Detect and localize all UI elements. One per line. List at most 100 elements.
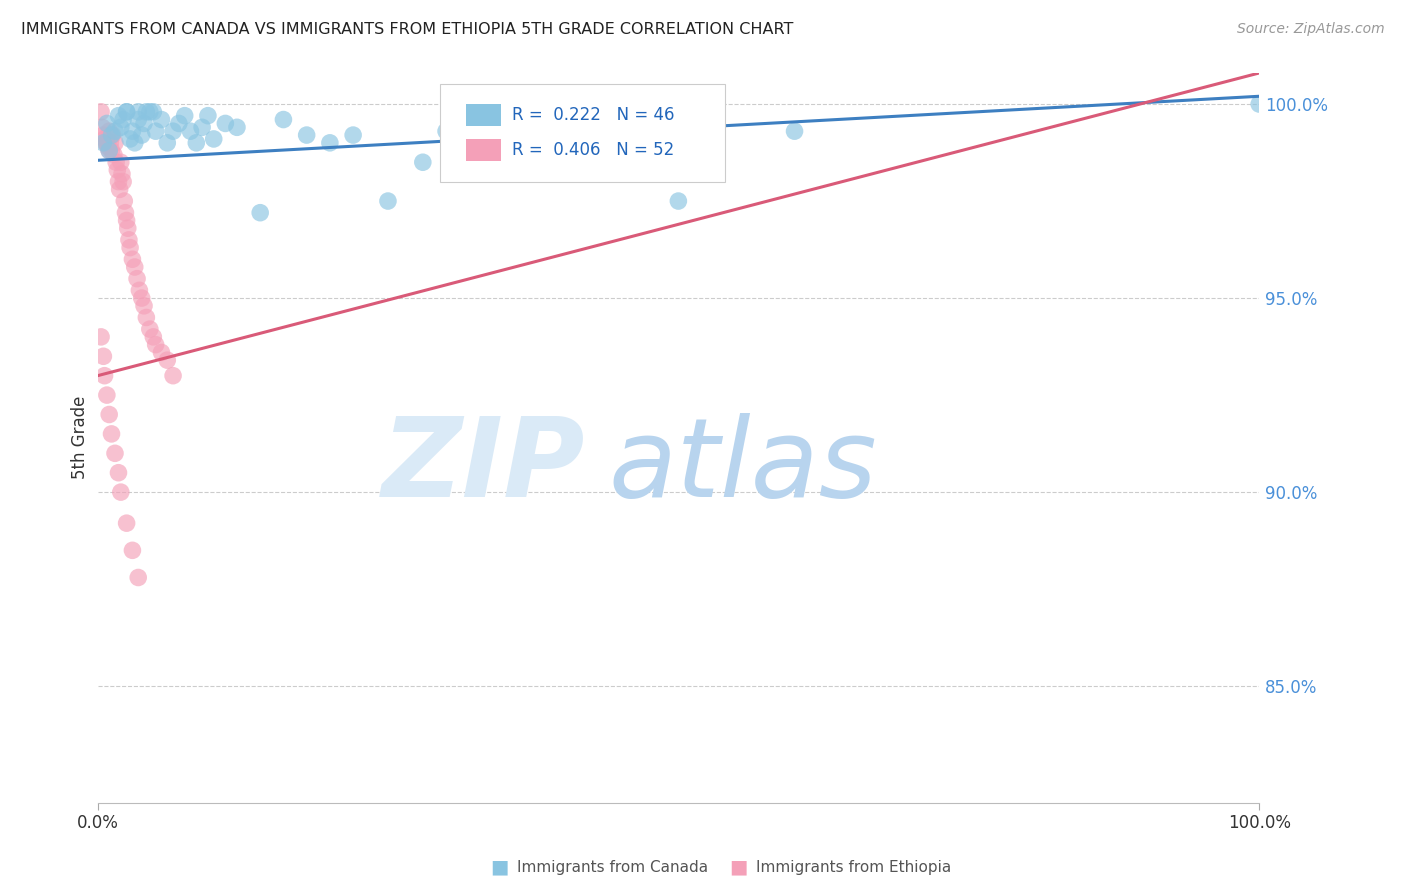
Point (1249, 97, 1271, 112)
Point (100, 144, 122, 158)
Point (104, 446, 127, 460)
Point (108, 182, 131, 196)
Point (107, 175, 129, 189)
Point (249, 205, 271, 219)
Point (666, 194, 689, 208)
Y-axis label: 5th Grade: 5th Grade (72, 396, 89, 480)
Point (105, 155, 128, 169)
Point (94, 136, 117, 150)
Point (132, 299, 155, 313)
Point (127, 112, 149, 127)
Point (273, 112, 295, 127)
Point (115, 516, 138, 531)
Point (145, 124, 167, 138)
Point (150, 345, 173, 359)
Point (118, 233, 141, 247)
Point (101, 128, 124, 142)
Point (139, 104, 162, 119)
Text: R =  0.222   N = 46: R = 0.222 N = 46 (512, 106, 675, 124)
Point (90, 330, 112, 344)
Point (111, 167, 134, 181)
Point (110, 120, 132, 135)
Point (295, 128, 318, 142)
Point (191, 120, 214, 135)
Point (121, 252, 143, 267)
Point (197, 109, 219, 123)
Point (104, 136, 127, 150)
Text: R =  0.406   N = 52: R = 0.406 N = 52 (512, 141, 675, 159)
Text: Source: ZipAtlas.com: Source: ZipAtlas.com (1237, 22, 1385, 37)
Point (434, 124, 457, 138)
Point (104, 124, 127, 138)
Point (150, 112, 173, 127)
Point (96, 136, 118, 150)
Point (128, 283, 150, 297)
Point (783, 124, 806, 138)
Point (91, 120, 114, 135)
Text: atlas: atlas (609, 414, 877, 520)
Point (114, 205, 136, 219)
Point (120, 132, 142, 146)
Point (132, 116, 155, 130)
Point (112, 194, 135, 208)
Point (202, 132, 225, 146)
Point (127, 570, 149, 584)
Point (124, 260, 146, 274)
Point (127, 104, 149, 119)
Point (145, 337, 167, 351)
Text: ZIP: ZIP (382, 414, 585, 520)
Point (173, 109, 195, 123)
Point (214, 116, 236, 130)
Text: ■: ■ (489, 857, 509, 877)
Point (93, 132, 115, 146)
Point (156, 353, 179, 368)
Point (93, 136, 115, 150)
Point (97, 139, 120, 153)
Point (96, 388, 118, 402)
Point (121, 124, 143, 138)
Point (139, 322, 162, 336)
Point (90, 104, 112, 119)
Point (131, 128, 153, 142)
FancyBboxPatch shape (440, 84, 725, 183)
Text: Immigrants from Canada: Immigrants from Canada (517, 860, 709, 874)
Point (107, 109, 129, 123)
Text: ■: ■ (728, 857, 748, 877)
Point (110, 155, 132, 169)
Point (551, 132, 574, 146)
Point (115, 213, 138, 227)
Point (186, 136, 208, 150)
Point (162, 124, 184, 138)
Point (105, 163, 128, 178)
Point (131, 291, 153, 305)
Point (135, 310, 157, 325)
Bar (465, 104, 501, 127)
Point (112, 175, 135, 189)
Text: Immigrants from Ethiopia: Immigrants from Ethiopia (756, 860, 952, 874)
Point (117, 221, 139, 235)
Point (135, 104, 157, 119)
Point (100, 426, 122, 441)
Point (98, 124, 121, 138)
Point (103, 147, 125, 161)
Point (124, 136, 146, 150)
Point (121, 543, 143, 558)
Point (156, 136, 179, 150)
Point (100, 128, 122, 142)
Point (98, 144, 121, 158)
Point (494, 116, 516, 130)
Point (98, 408, 121, 422)
Point (125, 271, 148, 285)
Point (98, 136, 121, 150)
Point (162, 368, 184, 383)
Point (377, 194, 399, 208)
Point (93, 128, 115, 142)
Bar (465, 138, 501, 161)
Point (110, 485, 132, 500)
Point (179, 124, 201, 138)
Point (142, 330, 165, 344)
Point (115, 104, 138, 119)
Point (98, 144, 121, 158)
Point (342, 128, 364, 142)
Point (167, 116, 190, 130)
